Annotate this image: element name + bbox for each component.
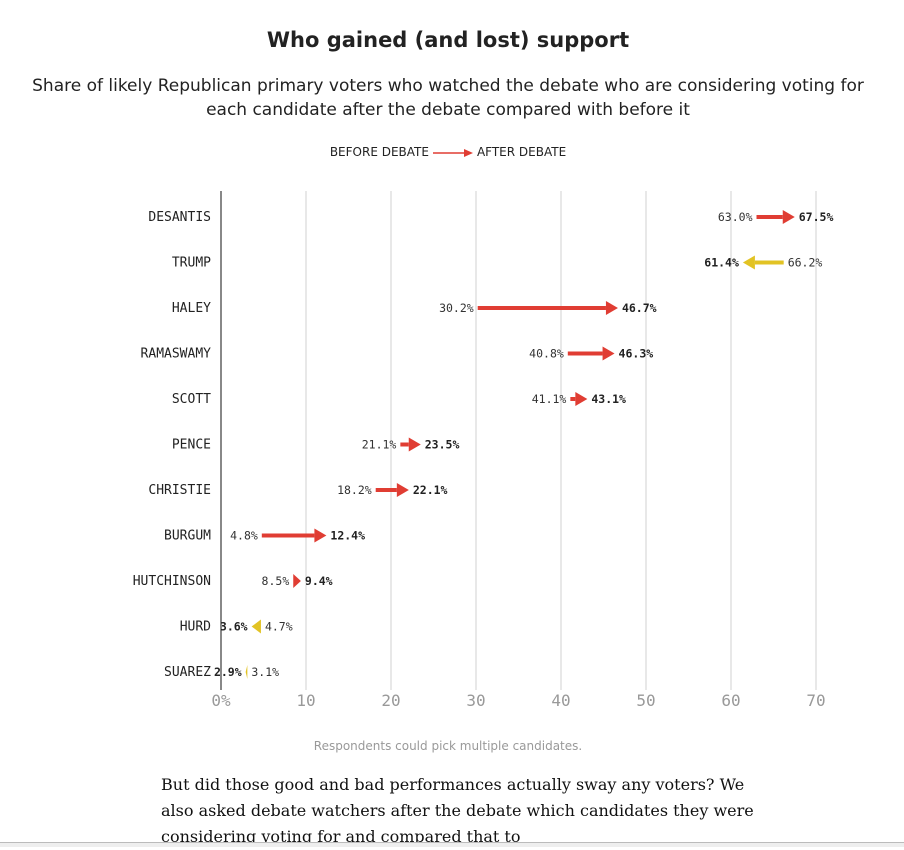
x-tick-label: 30 [466, 691, 485, 710]
x-tick-label: 60 [721, 691, 740, 710]
candidate-label: DESANTIS [148, 210, 211, 225]
x-tick-label: 0% [211, 691, 231, 710]
candidate-label: PENCE [172, 438, 211, 453]
change-arrow-head [251, 619, 261, 634]
change-arrow-head [782, 210, 795, 224]
taskbar [0, 842, 904, 847]
candidate-label: HUTCHINSON [133, 574, 211, 589]
legend-arrow-icon [432, 148, 473, 157]
x-tick-label: 20 [381, 691, 400, 710]
x-tick-label: 40 [551, 691, 570, 710]
before-value-label: 30.2% [439, 301, 474, 315]
change-arrow-head [245, 665, 248, 679]
before-value-label: 21.1% [362, 438, 397, 452]
legend-before: BEFORE DEBATE [329, 145, 429, 159]
change-arrow-head [605, 301, 618, 315]
before-value-label: 4.8% [230, 529, 258, 543]
legend: BEFORE DEBATE AFTER DEBATE [0, 145, 896, 159]
change-arrow-head [575, 392, 588, 406]
after-value-label: 46.3% [619, 347, 654, 361]
change-arrow-head [742, 255, 755, 270]
after-value-label: 67.5% [799, 210, 834, 224]
change-arrow-head [408, 437, 421, 452]
candidate-label: HURD [180, 620, 211, 635]
candidate-label: TRUMP [172, 256, 211, 271]
before-value-label: 18.2% [337, 483, 372, 497]
change-arrow-head [293, 574, 301, 588]
chart-subtitle: Share of likely Republican primary voter… [32, 76, 864, 120]
before-value-label: 41.1% [532, 392, 567, 406]
after-value-label: 23.5% [425, 438, 460, 452]
candidate-label: HALEY [172, 301, 211, 316]
candidate-label: BURGUM [164, 529, 211, 544]
change-arrow-head [396, 483, 409, 497]
after-value-label: 2.9% [214, 665, 242, 679]
after-value-label: 3.6% [220, 620, 248, 634]
chart-title: Who gained (and lost) support [266, 28, 630, 52]
chart-note: Respondents could pick multiple candidat… [313, 739, 583, 753]
candidate-label: CHRISTIE [148, 483, 211, 498]
x-tick-label: 70 [806, 691, 825, 710]
change-arrow-head [602, 346, 615, 361]
before-value-label: 40.8% [529, 347, 564, 361]
before-value-label: 4.7% [265, 620, 293, 634]
x-tick-label: 10 [296, 691, 315, 710]
x-tick-label: 50 [636, 691, 655, 710]
candidate-label: RAMASWAMY [141, 347, 212, 362]
article-paragraph: But did those good and bad performances … [161, 775, 754, 846]
candidate-label: SCOTT [172, 392, 211, 407]
after-value-label: 43.1% [591, 392, 626, 406]
after-value-label: 22.1% [413, 483, 448, 497]
before-value-label: 66.2% [788, 256, 823, 270]
candidate-label: SUAREZ [164, 665, 211, 680]
after-value-label: 12.4% [330, 529, 365, 543]
before-value-label: 63.0% [718, 210, 753, 224]
after-value-label: 61.4% [704, 256, 739, 270]
change-arrow-head [314, 528, 327, 543]
before-value-label: 3.1% [251, 665, 279, 679]
after-value-label: 46.7% [622, 301, 657, 315]
legend-after: AFTER DEBATE [476, 145, 567, 159]
chart-plot: 0% 10 20 30 40 50 60 70 DESANTIS 63.0% 67.5% TRUMP 6… [133, 191, 834, 710]
before-value-label: 8.5% [262, 574, 290, 588]
after-value-label: 9.4% [305, 574, 333, 588]
